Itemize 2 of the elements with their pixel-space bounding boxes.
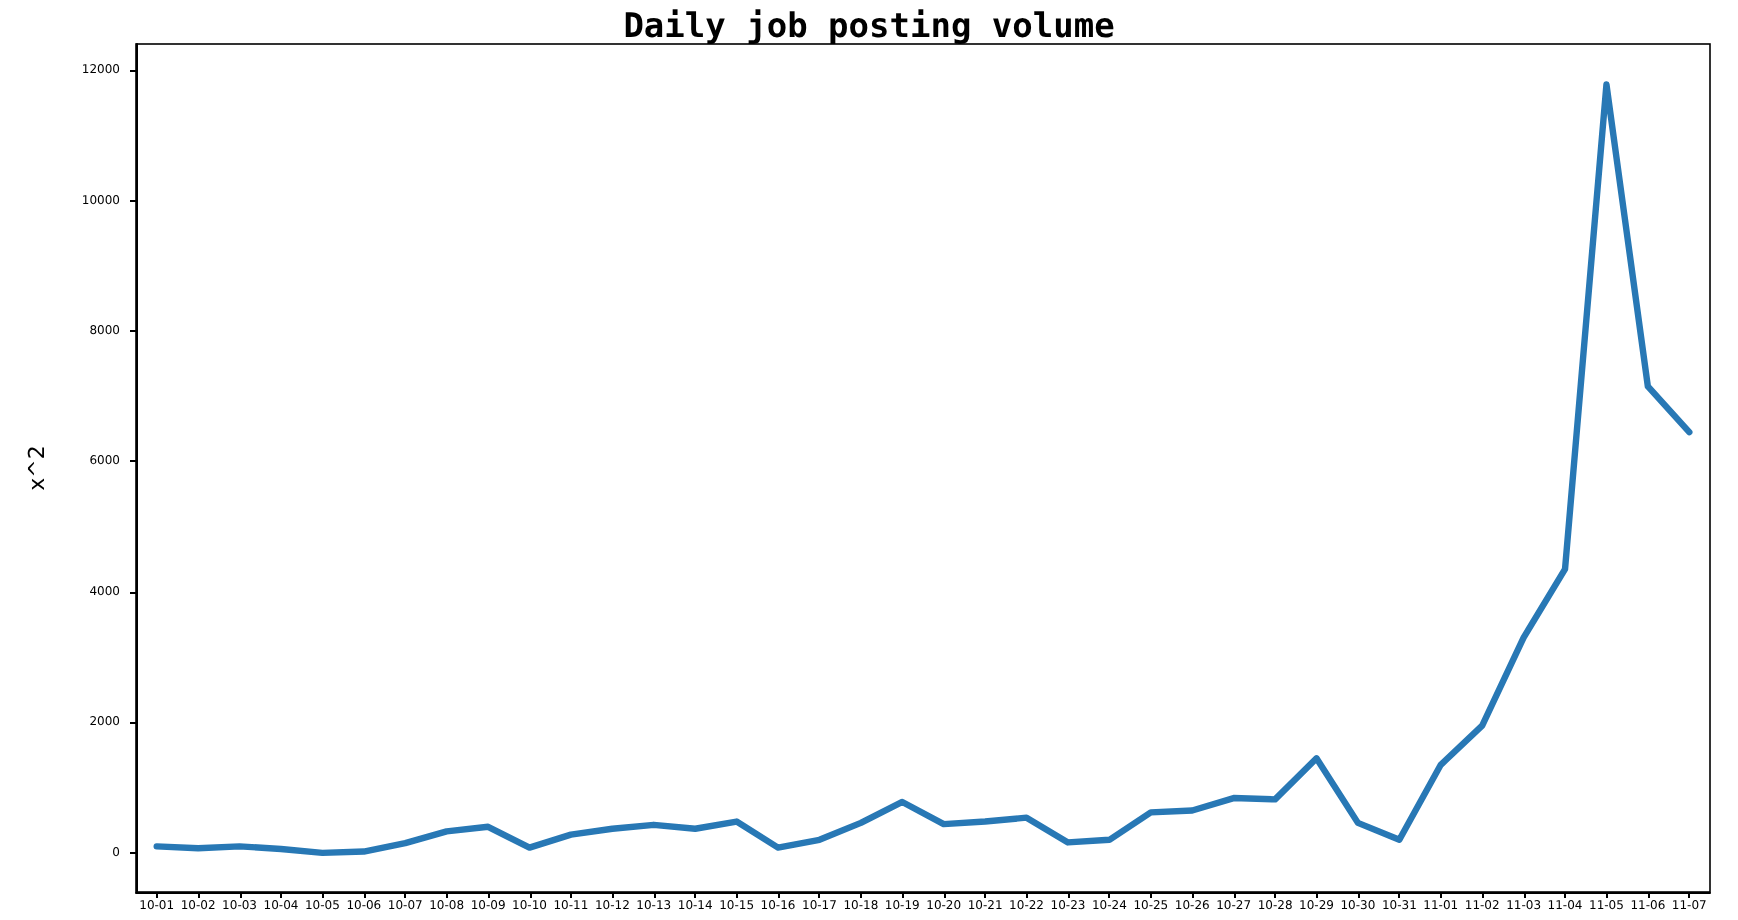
chart-title: Daily job posting volume: [623, 7, 1115, 47]
y-axis-title: x^2: [24, 445, 50, 491]
